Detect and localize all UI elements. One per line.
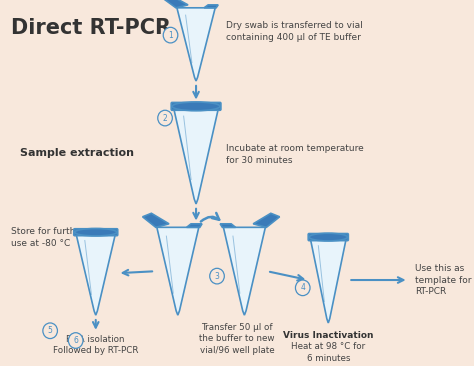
Polygon shape xyxy=(76,232,116,315)
Text: Transfer 50 μl of
the buffer to new
vial/96 well plate: Transfer 50 μl of the buffer to new vial… xyxy=(200,323,275,355)
Text: 5: 5 xyxy=(48,326,53,335)
Circle shape xyxy=(158,110,173,126)
Text: Direct RT-PCR: Direct RT-PCR xyxy=(11,18,171,38)
Polygon shape xyxy=(173,107,219,204)
Polygon shape xyxy=(164,0,188,8)
FancyBboxPatch shape xyxy=(74,229,118,236)
Circle shape xyxy=(295,280,310,296)
Polygon shape xyxy=(223,227,265,315)
Text: Store for further
use at -80 °C: Store for further use at -80 °C xyxy=(11,227,85,248)
Polygon shape xyxy=(177,8,215,81)
Polygon shape xyxy=(187,224,202,227)
Polygon shape xyxy=(186,167,206,204)
Text: RNA isolation
Followed by RT-PCR: RNA isolation Followed by RT-PCR xyxy=(53,335,138,355)
Polygon shape xyxy=(157,227,199,315)
Ellipse shape xyxy=(309,233,347,241)
Text: Dry swab is transferred to vial
containing 400 μl of TE buffer: Dry swab is transferred to vial containi… xyxy=(226,22,363,42)
Circle shape xyxy=(43,323,57,339)
Polygon shape xyxy=(188,55,204,81)
Polygon shape xyxy=(310,237,346,323)
Text: 4: 4 xyxy=(301,283,305,292)
Ellipse shape xyxy=(172,102,220,111)
Text: Incubate at room temperature
for 30 minutes: Incubate at room temperature for 30 minu… xyxy=(226,145,364,165)
FancyBboxPatch shape xyxy=(171,102,221,110)
Polygon shape xyxy=(204,5,218,8)
Ellipse shape xyxy=(75,228,117,236)
Text: 2: 2 xyxy=(163,113,167,123)
Polygon shape xyxy=(253,213,280,227)
Text: 1: 1 xyxy=(168,31,173,40)
Circle shape xyxy=(68,333,83,348)
Polygon shape xyxy=(220,224,236,227)
Text: 6: 6 xyxy=(73,336,78,345)
Circle shape xyxy=(210,268,224,284)
Polygon shape xyxy=(87,284,104,315)
Text: Use this as
template for
RT-PCR: Use this as template for RT-PCR xyxy=(415,264,472,296)
Text: Virus Inactivation: Virus Inactivation xyxy=(283,331,374,340)
FancyBboxPatch shape xyxy=(308,234,348,240)
Polygon shape xyxy=(169,284,186,315)
FancyArrowPatch shape xyxy=(201,213,219,221)
Text: Heat at 98 °C for
6 minutes: Heat at 98 °C for 6 minutes xyxy=(291,343,365,363)
Text: 3: 3 xyxy=(215,272,219,281)
Polygon shape xyxy=(143,213,169,227)
Text: Sample extraction: Sample extraction xyxy=(20,148,134,158)
Circle shape xyxy=(163,27,178,43)
